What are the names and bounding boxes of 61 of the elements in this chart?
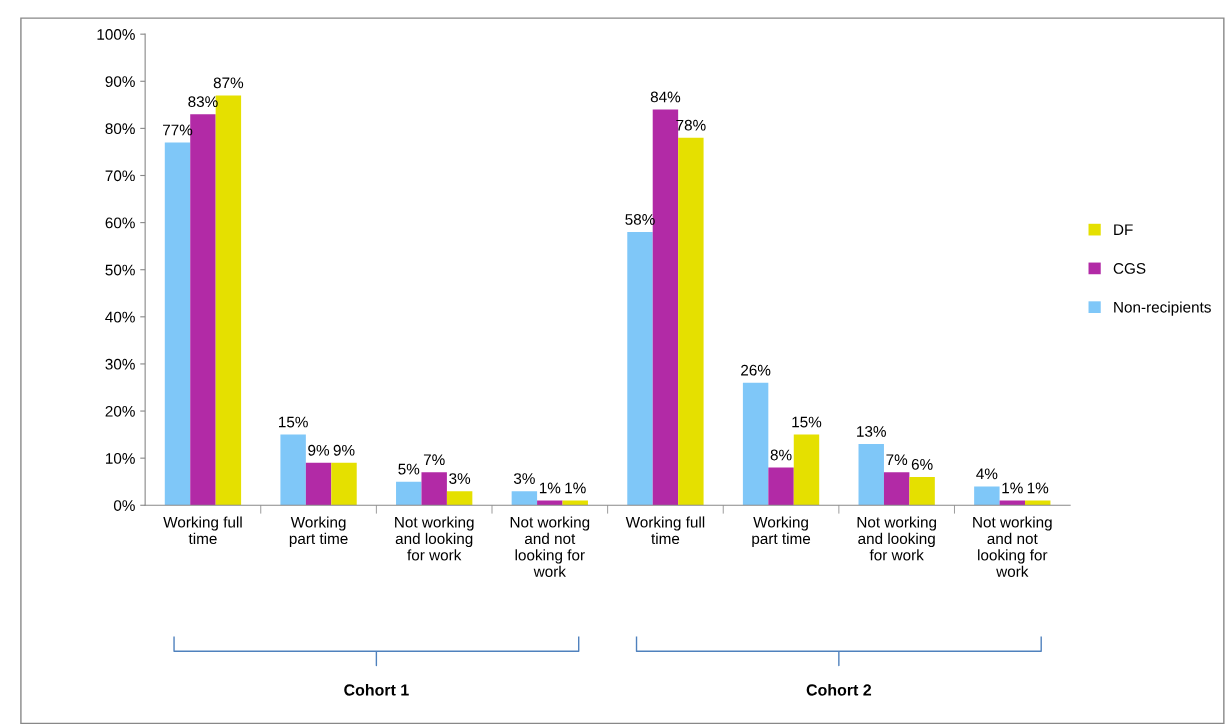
bar — [305, 462, 332, 506]
y-tick-label: 0% — [113, 500, 135, 511]
data-label: 13% — [857, 426, 886, 437]
legend-label: Non-recipients — [1114, 301, 1211, 316]
bar — [396, 481, 422, 506]
bar — [280, 434, 306, 506]
y-tick-label: 100% — [97, 29, 135, 40]
bar — [974, 486, 1000, 506]
x-tick-label: Not working and not looking for work — [510, 516, 590, 577]
bar — [883, 472, 910, 506]
data-label: 15% — [792, 416, 822, 428]
bar — [742, 382, 769, 506]
data-label: 1% — [565, 482, 586, 494]
data-label: 3% — [449, 473, 471, 484]
bar — [793, 434, 820, 506]
y-tick-label: 50% — [105, 264, 135, 276]
x-tick-label: Not working and looking for work — [857, 516, 937, 561]
y-tick-label: 80% — [105, 123, 135, 135]
x-tick-label: Not working and not looking for work — [973, 516, 1052, 577]
bar — [909, 477, 935, 506]
data-label: 3% — [513, 473, 535, 484]
text: Cohort 1 — [344, 683, 409, 696]
data-label: 6% — [911, 458, 933, 470]
data-label: 9% — [333, 444, 355, 456]
bar — [331, 462, 357, 506]
text: Cohort 2 — [806, 683, 872, 696]
legend-label: DF — [1114, 224, 1133, 235]
data-label: 1% — [1002, 482, 1023, 494]
bar — [627, 232, 653, 506]
x-tick-label: Not working and looking for work — [395, 516, 474, 561]
x-tick-label: Working full time — [163, 516, 242, 545]
bar — [511, 491, 538, 506]
y-tick-label: 30% — [105, 358, 135, 370]
bar — [164, 142, 191, 506]
data-label: 26% — [741, 364, 771, 376]
data-label: 7% — [886, 454, 908, 466]
bar — [858, 444, 884, 506]
data-label: 4% — [976, 468, 998, 480]
y-tick-label: 40% — [105, 311, 135, 323]
y-tick-label: 60% — [105, 217, 135, 229]
data-label: 8% — [770, 449, 792, 461]
bar — [768, 467, 794, 506]
data-label: 87% — [213, 77, 244, 89]
x-tick-label: Working part time — [752, 516, 811, 548]
legend-label: CGS — [1113, 263, 1146, 274]
data-label: 1% — [539, 482, 561, 494]
x-tick-label: Working full time — [625, 516, 705, 545]
y-tick-label: 70% — [105, 170, 135, 182]
y-tick-label: 90% — [105, 76, 135, 87]
bar — [421, 472, 447, 506]
y-tick-label: 20% — [105, 405, 135, 417]
data-label: 7% — [423, 454, 445, 466]
bar — [446, 491, 473, 506]
data-label: 84% — [650, 91, 681, 103]
bar — [678, 137, 704, 506]
data-label: 1% — [1027, 482, 1049, 494]
y-tick-label: 10% — [106, 453, 135, 464]
data-label: 15% — [279, 416, 308, 428]
data-label: 5% — [398, 463, 420, 475]
data-label: 9% — [308, 444, 330, 456]
x-tick-label: Working part time — [289, 516, 348, 548]
